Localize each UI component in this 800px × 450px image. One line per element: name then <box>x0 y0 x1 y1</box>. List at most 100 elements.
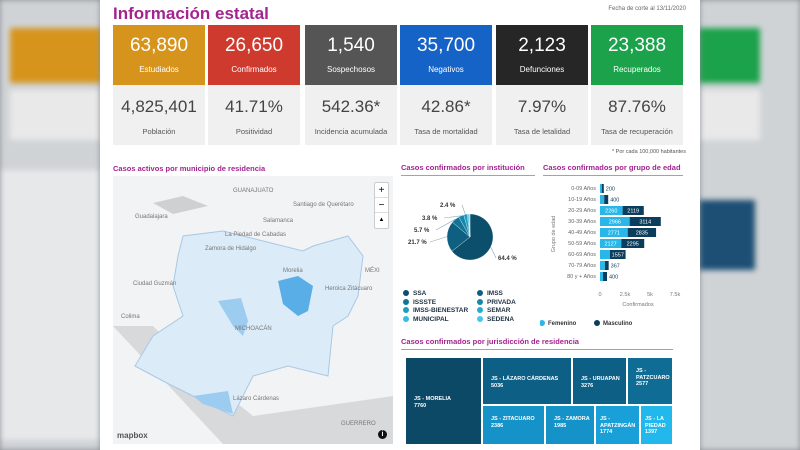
pie-label: 21.7 % <box>408 240 427 246</box>
stat-label: Recuperados <box>613 65 661 74</box>
compass-button[interactable]: ▲ <box>378 217 385 223</box>
map-label: Ciudad Guzmán <box>133 281 177 287</box>
stat-card-header: 63,890 Estudiados <box>113 25 205 85</box>
treemap-value: 1774 <box>600 429 613 435</box>
stat-value: 35,700 <box>416 35 476 56</box>
indicator-label: Población <box>142 127 176 136</box>
page-title: Información estatal <box>113 4 269 23</box>
indicator-value: 41.71% <box>225 97 283 116</box>
age-bar[interactable] <box>600 206 623 215</box>
age-bar[interactable] <box>600 272 603 281</box>
map-label: Salamanca <box>263 218 294 224</box>
pie-legend-item[interactable]: SEDENA <box>477 316 514 323</box>
age-category-label: 80 y + Años <box>567 274 596 280</box>
pie-legend-item[interactable]: IMSS-BIENESTAR <box>403 307 468 314</box>
treemap-cell[interactable]: JS - MORELIA 7760 <box>405 357 482 445</box>
indicator-value: 7.97% <box>517 97 567 116</box>
age-bar[interactable] <box>600 239 622 248</box>
bar-value-label: 367 <box>611 263 620 269</box>
treemap-value: 2577 <box>636 381 649 387</box>
treemap-cell[interactable]: JS - ZAMORA 1985 <box>545 405 595 445</box>
stat-card: 23,388 Recuperados 87.76% Tasa de recuperac… <box>591 25 683 145</box>
pie-label: 5.7 % <box>414 228 430 234</box>
treemap-cell[interactable]: JS - LÁZARO CÁRDENAS 5036 <box>482 357 572 405</box>
treemap-cell[interactable]: JS - APATZINGÁN 1774 <box>595 405 640 445</box>
treemap-value: 3276 <box>581 382 594 389</box>
treemap-cell[interactable]: JS - LA PIEDAD 1397 <box>640 405 673 445</box>
dashboard-panel: Información estatal Fecha de corte al 13… <box>100 0 700 450</box>
bar-value-label: 400 <box>609 274 618 280</box>
indicator-value: 4,825,401 <box>121 97 197 116</box>
legend-label[interactable]: Masculino <box>603 321 633 327</box>
map-label: Lázaro Cárdenas <box>233 396 280 402</box>
legend-label[interactable]: Femenino <box>548 321 577 327</box>
pie-legend-item[interactable]: PRIVADA <box>477 299 516 306</box>
age-bar[interactable] <box>600 217 630 226</box>
age-bar[interactable] <box>605 261 609 270</box>
bar-value-label: 200 <box>606 186 615 192</box>
map-label: GUANAJUATO <box>233 188 274 194</box>
bar-value-label: 2966 <box>609 219 621 225</box>
treemap-cell[interactable]: JS - PATZCUARO 2577 <box>627 357 673 405</box>
zoom-in-button[interactable]: + <box>375 183 388 198</box>
age-category-label: 40-49 Años <box>568 230 596 236</box>
age-bar[interactable] <box>600 184 602 193</box>
stat-card: 1,540 Sospechosos 542.36* Incidencia acumul… <box>305 25 397 145</box>
age-bar[interactable] <box>600 195 605 204</box>
stat-card-header: 2,123 Defunciones <box>496 25 588 85</box>
stat-label: Estudiados <box>139 65 179 74</box>
indicator-value: 87.76% <box>608 97 666 116</box>
info-icon[interactable]: i <box>378 430 387 439</box>
age-bar[interactable] <box>610 250 626 259</box>
age-bar[interactable] <box>600 228 628 237</box>
legend-label: SSA <box>413 290 427 297</box>
blurred-background-left <box>0 0 100 450</box>
stat-value: 63,890 <box>129 35 189 56</box>
treemap-value: 1985 <box>554 422 567 429</box>
pie-legend-item[interactable]: SEMAR <box>477 307 510 314</box>
map-label: Morelia <box>283 268 303 274</box>
pie-slice[interactable] <box>451 213 494 261</box>
age-bar[interactable] <box>621 239 645 248</box>
age-bar[interactable] <box>601 184 604 193</box>
legend-swatch <box>403 315 409 322</box>
treemap-label: JS - LÁZARO CÁRDENAS <box>491 376 559 382</box>
legend-swatch <box>540 320 545 326</box>
age-bar[interactable] <box>629 217 661 226</box>
map-label: Santiago de Querétaro <box>293 202 354 208</box>
pie-legend-item[interactable]: SSA <box>403 290 426 297</box>
mapbox-logo[interactable]: mapbox <box>117 431 148 440</box>
treemap-label: JS - APATZINGÁN <box>600 416 636 429</box>
age-bar[interactable] <box>600 250 610 259</box>
treemap-title: Casos confirmados por jurisdicción de re… <box>401 337 673 350</box>
age-bar[interactable] <box>600 261 605 270</box>
stat-card: 63,890 Estudiados 4,825,401 Población <box>113 25 205 145</box>
treemap-cell[interactable]: JS - URUAPAN 3276 <box>572 357 627 405</box>
age-category-label: 20-29 Años <box>568 208 596 214</box>
zoom-out-button[interactable]: − <box>375 198 388 213</box>
institution-pie-chart: 64.4 % 21.7 % 5.7 % 3.8 % 2.4 % <box>408 203 517 262</box>
pie-slice[interactable] <box>469 213 471 238</box>
treemap-value: 7760 <box>414 402 427 409</box>
age-bar[interactable] <box>604 195 609 204</box>
pie-legend-item[interactable]: IMSS <box>477 290 503 297</box>
treemap-label: JS - LA PIEDAD <box>645 416 666 429</box>
legend-swatch <box>403 298 409 305</box>
pie-leader-line <box>435 219 456 231</box>
map-label: Colima <box>121 314 140 320</box>
age-bar[interactable] <box>603 272 607 281</box>
age-bar[interactable] <box>627 228 657 237</box>
pie-leader-line <box>443 215 462 219</box>
legend-label: PRIVADA <box>487 298 516 306</box>
y-axis-label: Grupo de edad <box>551 216 557 253</box>
treemap-cell[interactable]: JS - ZITACUARO 2386 <box>482 405 545 445</box>
map[interactable]: GUANAJUATO Guadalajara Santiago de Queréta… <box>113 176 393 444</box>
pie-legend-item[interactable]: ISSSTE <box>403 299 436 306</box>
footnote: * Por cada 100,000 habitantes <box>611 149 686 155</box>
age-bar[interactable] <box>622 206 644 215</box>
legend-label: SEDENA <box>487 315 515 323</box>
indicator-label: Tasa de recuperación <box>601 127 673 136</box>
legend-label: MUNICIPAL <box>413 315 449 323</box>
age-category-label: 0-09 Años <box>571 186 596 192</box>
pie-legend-item[interactable]: MUNICIPAL <box>403 316 449 323</box>
